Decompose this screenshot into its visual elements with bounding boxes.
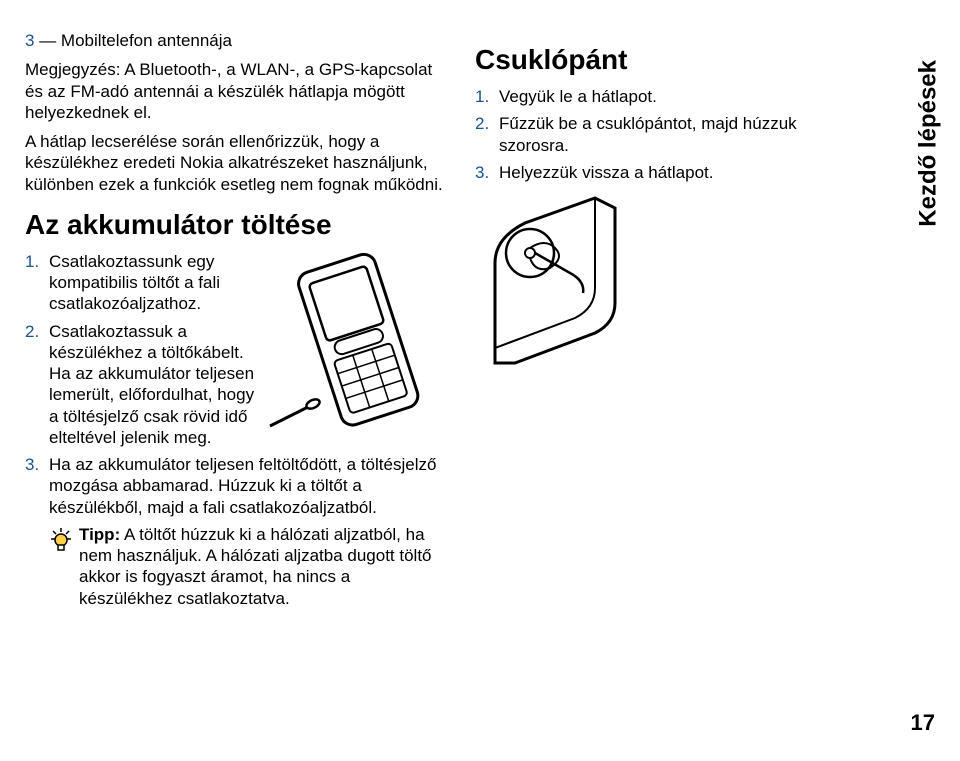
antenna-heading: 3 — Mobiltelefon antennája bbox=[25, 30, 445, 51]
list-item: 1. Csatlakoztassunk egy kompatibilis töl… bbox=[25, 251, 260, 315]
list-number: 1. bbox=[25, 251, 49, 315]
right-column: Csuklópánt 1. Vegyük le a hátlapot. 2. F… bbox=[465, 30, 845, 741]
tip-body: A töltőt húzzuk ki a hálózati aljzatból,… bbox=[79, 525, 432, 608]
list-text: Ha az akkumulátor teljesen feltöltődött,… bbox=[49, 454, 445, 518]
list-item: 2. Fűzzük be a csuklópántot, majd húzzuk… bbox=[475, 113, 845, 156]
list-item: 2. Csatlakoztassuk a készülékhez a töltő… bbox=[25, 321, 260, 449]
list-text: Csatlakoztassuk a készülékhez a töltőkáb… bbox=[49, 321, 260, 449]
tip-text-block: Tipp: A töltőt húzzuk ki a hálózati aljz… bbox=[79, 524, 445, 609]
charging-heading: Az akkumulátor töltése bbox=[25, 209, 445, 241]
tip-label: Tipp: bbox=[79, 525, 120, 544]
list-item: 3. Helyezzük vissza a hátlapot. bbox=[475, 162, 845, 183]
list-text: Csatlakoztassunk egy kompatibilis töltőt… bbox=[49, 251, 260, 315]
left-column: 3 — Mobiltelefon antennája Megjegyzés: A… bbox=[25, 30, 465, 741]
page-number: 17 bbox=[911, 710, 935, 736]
section-title: Mobiltelefon antennája bbox=[61, 31, 232, 50]
list-number: 2. bbox=[25, 321, 49, 449]
list-item: 3. Ha az akkumulátor teljesen feltöltődö… bbox=[25, 454, 445, 518]
list-number: 3. bbox=[475, 162, 499, 183]
wrist-strap-illustration bbox=[475, 193, 620, 368]
list-item: 1. Vegyük le a hátlapot. bbox=[475, 86, 845, 107]
list-text: Helyezzük vissza a hátlapot. bbox=[499, 162, 845, 183]
sidebar: Kezdő lépések bbox=[845, 30, 925, 741]
antenna-note-1: Megjegyzés: A Bluetooth-, a WLAN-, a GPS… bbox=[25, 59, 445, 123]
charging-block: 1. Csatlakoztassunk egy kompatibilis töl… bbox=[25, 251, 445, 609]
list-number: 1. bbox=[475, 86, 499, 107]
phone-illustration bbox=[265, 251, 445, 441]
list-text: Vegyük le a hátlapot. bbox=[499, 86, 845, 107]
tip-row: Tipp: A töltőt húzzuk ki a hálózati aljz… bbox=[49, 524, 445, 609]
section-sep: — bbox=[34, 31, 60, 50]
side-section-label: Kezdő lépések bbox=[915, 60, 943, 227]
antenna-note-2: A hátlap lecserélése során ellenőrizzük,… bbox=[25, 131, 445, 195]
list-text: Fűzzük be a csuklópántot, majd húzzuk sz… bbox=[499, 113, 845, 156]
list-number: 3. bbox=[25, 454, 49, 518]
tip-icon bbox=[49, 524, 79, 609]
wrist-heading: Csuklópánt bbox=[475, 44, 845, 76]
list-number: 2. bbox=[475, 113, 499, 156]
